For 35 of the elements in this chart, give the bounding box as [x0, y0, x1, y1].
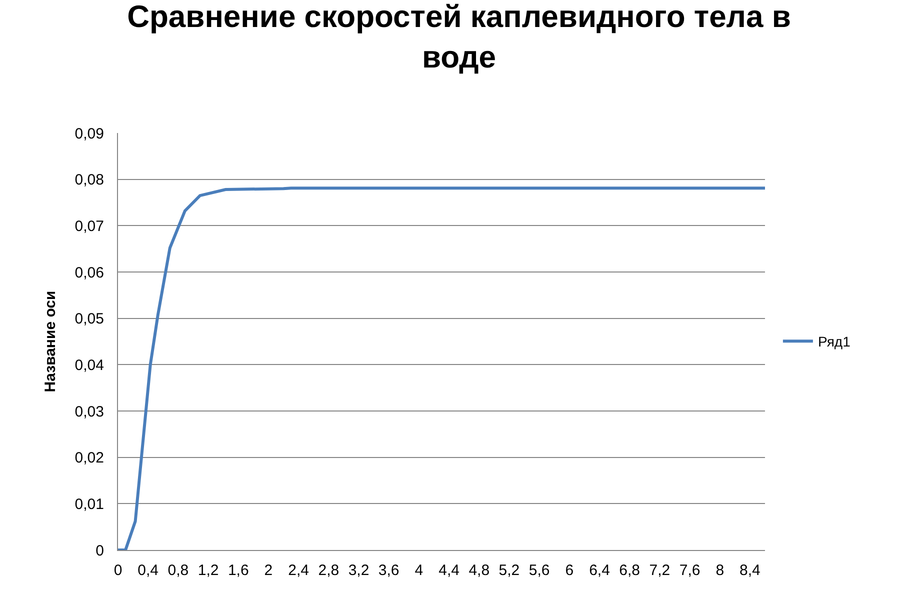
x-tick-label: 2,8: [318, 562, 340, 579]
x-tick-label: 0: [114, 562, 122, 579]
chart-title: Сравнение скоростей каплевидного тела в воде: [127, 0, 791, 74]
y-tick-label: 0,04: [74, 356, 104, 374]
x-tick-label: 4,4: [438, 562, 460, 579]
x-tick-label: 4: [414, 562, 424, 579]
x-tick-label: 3,2: [348, 562, 370, 579]
y-tick-label: 0,07: [74, 218, 104, 235]
y-tick-label: 0,01: [74, 496, 104, 513]
x-tick-label: 2,4: [288, 562, 309, 579]
x-tick-label: 3,6: [378, 562, 400, 579]
y-tick-label: 0: [96, 542, 104, 560]
x-tick-label: 7,6: [679, 562, 700, 579]
x-tick-label: 2: [264, 562, 273, 579]
x-tick-label: 5,2: [498, 562, 520, 579]
y-tick-label: 0,03: [74, 403, 104, 420]
y-tick-label: 0,02: [74, 450, 104, 467]
y-tick-label: 0,06: [74, 264, 104, 282]
x-tick-label: 8,4: [740, 562, 760, 579]
x-tick-label: 8: [716, 562, 724, 579]
y-axis-title: Название оси: [42, 290, 60, 392]
x-tick-label: 1,2: [198, 562, 219, 579]
y-tick-label: 0,05: [74, 310, 104, 328]
x-tick-label: 4,8: [468, 562, 490, 579]
x-tick-label: 6: [565, 562, 574, 579]
legend-label: Ряд1: [818, 334, 851, 350]
x-tick-label: 6,4: [589, 562, 610, 579]
x-tick-label: 5,6: [528, 562, 550, 579]
x-tick-label: 7,2: [649, 562, 670, 579]
x-tick-label: 0,8: [168, 562, 189, 579]
y-tick-label: 0,09: [74, 125, 104, 142]
x-tick-label: 6,8: [619, 562, 640, 579]
x-tick-label: 0,4: [138, 562, 159, 579]
y-tick-label: 0,08: [74, 172, 104, 189]
x-tick-label: 1,6: [228, 562, 249, 579]
